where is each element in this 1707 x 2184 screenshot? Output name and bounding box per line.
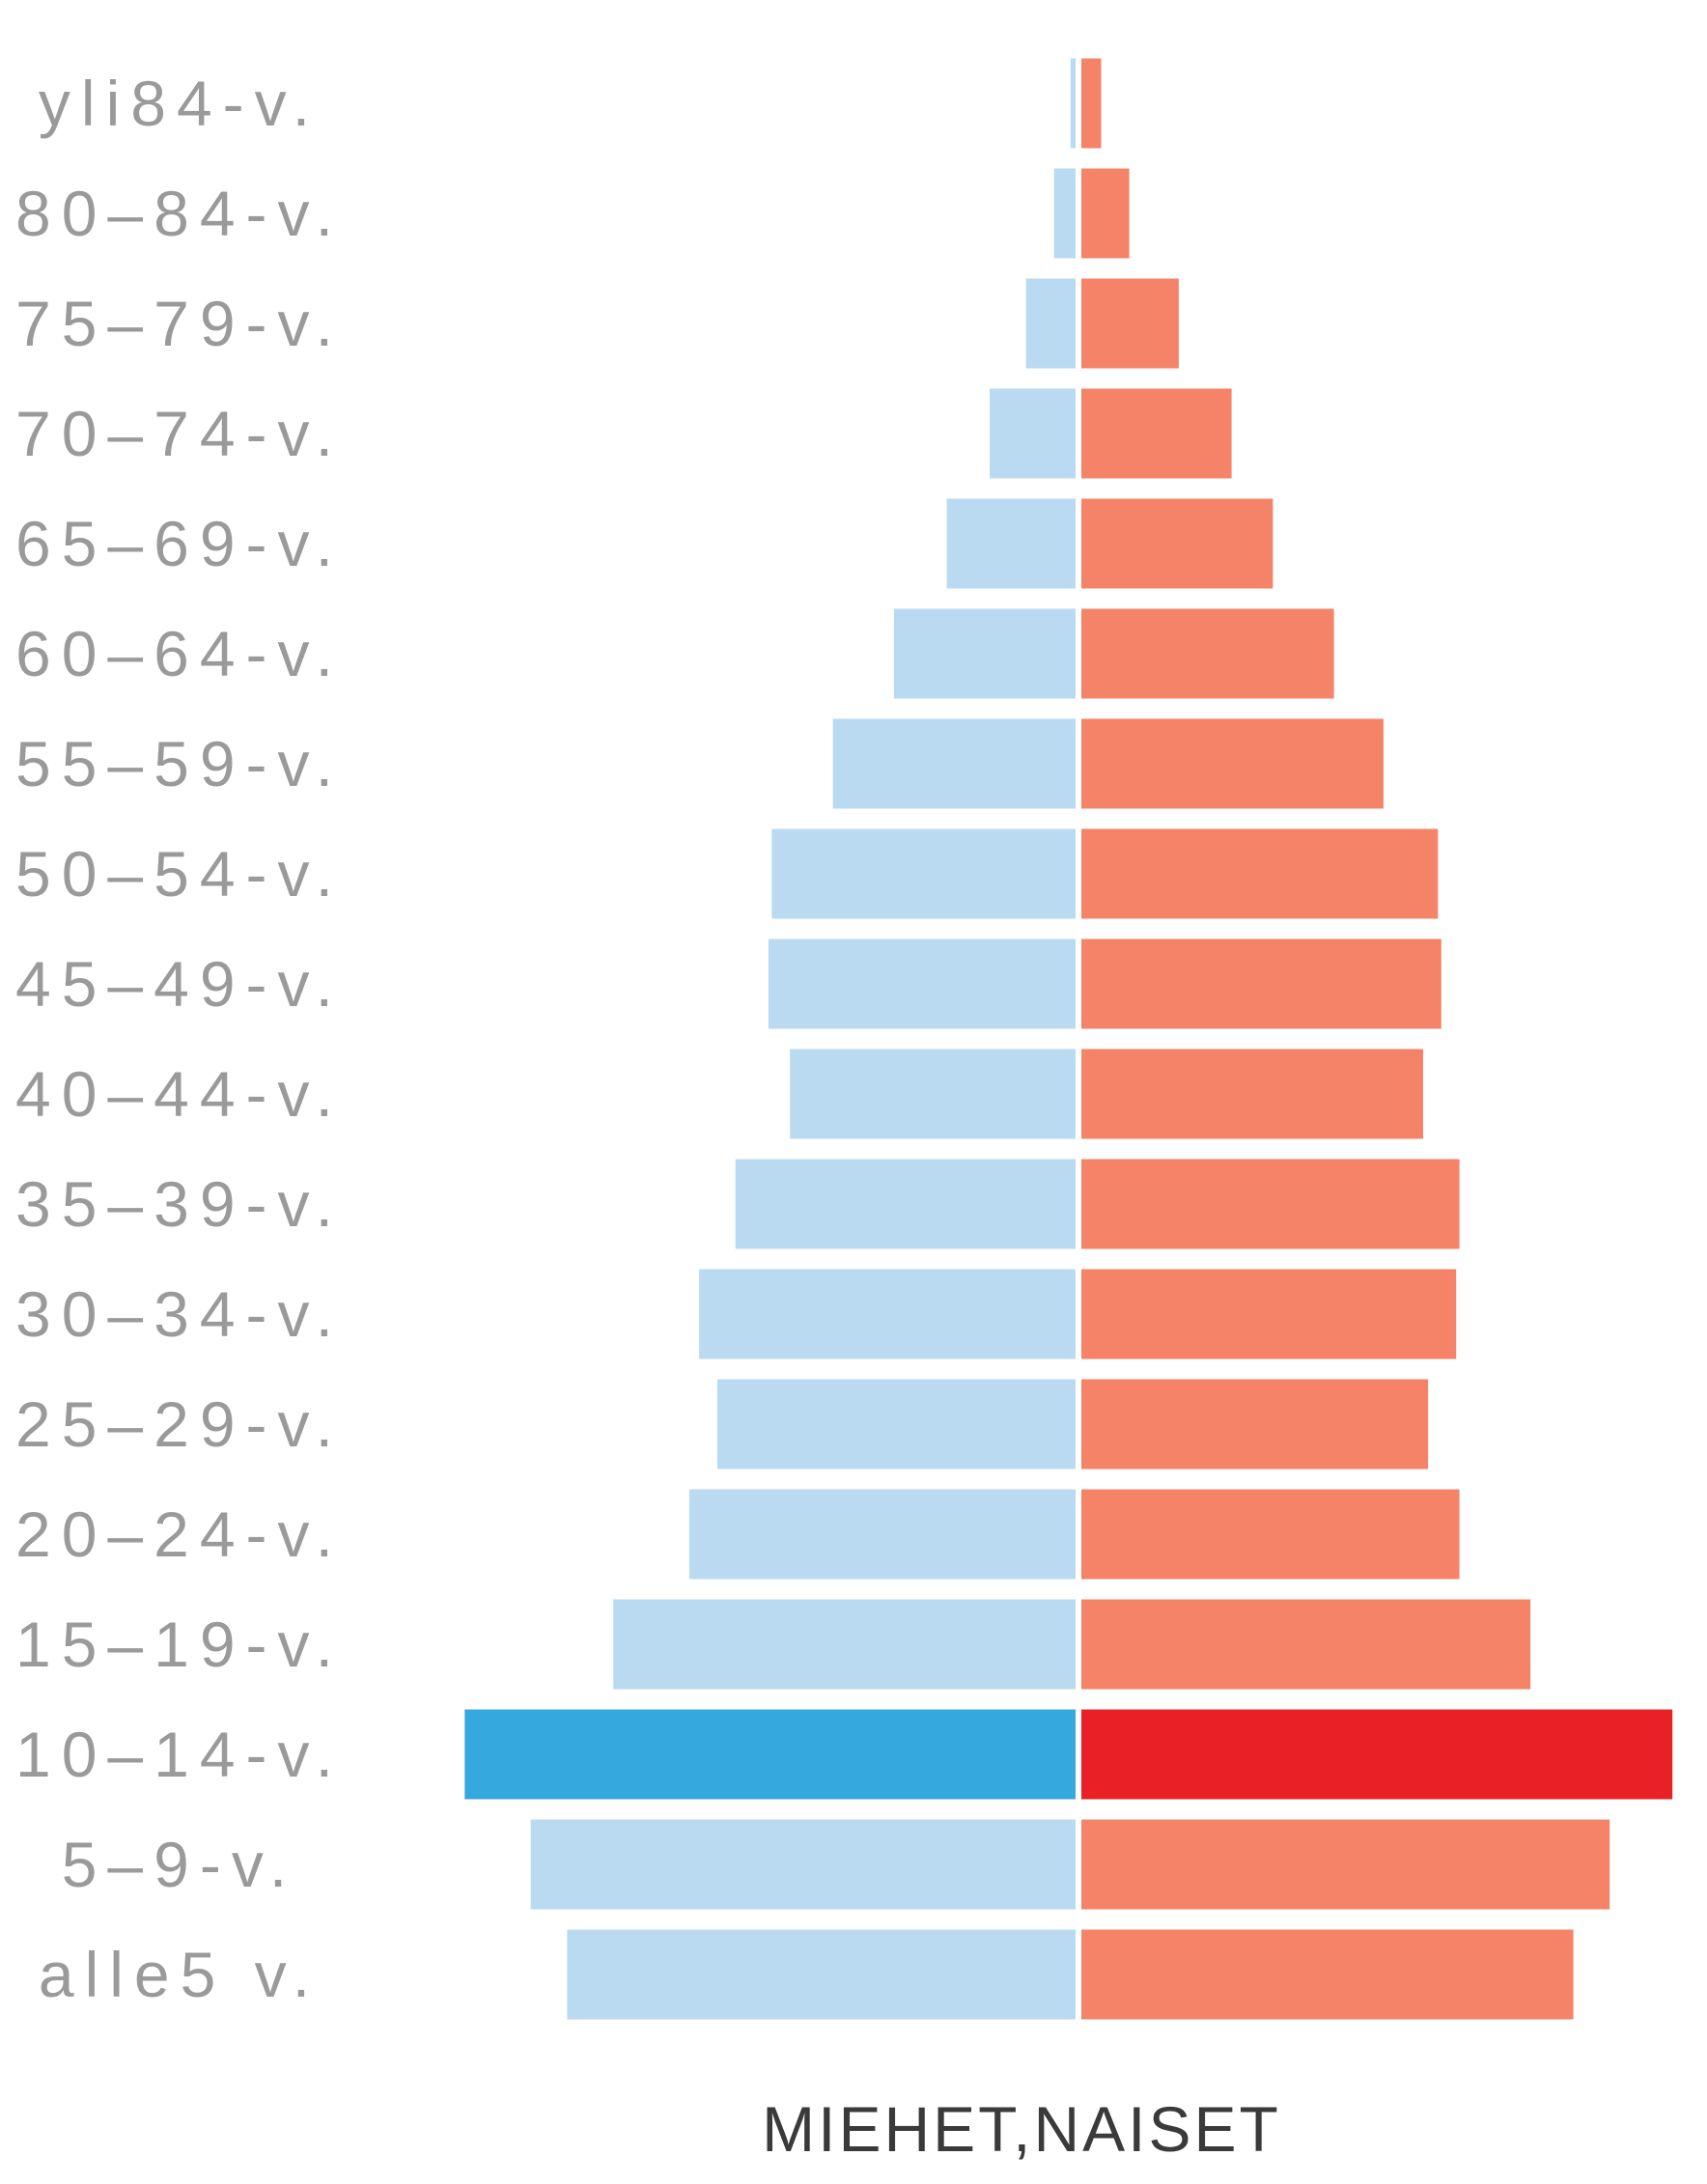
bar-group (464, 58, 1673, 2020)
bar-men-45-49-v (768, 938, 1076, 1029)
bar-men-yli84-v (1070, 58, 1076, 149)
bar-women-75-79-v (1081, 278, 1179, 369)
bar-men-35-39-v (735, 1159, 1076, 1249)
age-label-55-59-v: 55–59-v. (15, 728, 344, 799)
age-label-20-24-v: 20–24-v. (15, 1498, 344, 1570)
bar-women-20-24-v (1081, 1489, 1460, 1580)
bar-men-30-34-v (699, 1269, 1076, 1359)
bar-women-45-49-v (1081, 938, 1441, 1029)
bar-women-60-64-v (1081, 608, 1334, 699)
age-label-70-74-v: 70–74-v. (15, 398, 344, 469)
bar-men-15-19-v (613, 1599, 1076, 1690)
bar-women-10-14-v (1081, 1709, 1673, 1800)
bar-women-70-74-v (1081, 388, 1232, 479)
bar-women-yli84-v (1081, 58, 1102, 149)
age-label-yli84-v: yli84-v. (39, 68, 321, 139)
bar-men-80-84-v (1053, 168, 1076, 259)
x-axis-caption: MIEHET,NAISET (762, 2093, 1281, 2165)
bar-men-20-24-v (688, 1489, 1076, 1580)
bar-men-70-74-v (990, 388, 1076, 479)
age-label-group: yli84-v. 80–84-v. 75–79-v. 70–74-v. 65–69-v.… (15, 68, 344, 2010)
age-label-60-64-v: 60–64-v. (15, 618, 344, 689)
bar-women-80-84-v (1081, 168, 1130, 259)
age-label-35-39-v: 35–39-v. (15, 1168, 344, 1240)
bar-women-alle5-v (1081, 1929, 1574, 2020)
age-label-40-44-v: 40–44-v. (15, 1058, 344, 1130)
age-label-80-84-v: 80–84-v. (15, 178, 344, 249)
age-label-75-79-v: 75–79-v. (15, 288, 344, 359)
age-label-15-19-v: 15–19-v. (15, 1609, 344, 1680)
bar-men-40-44-v (790, 1049, 1076, 1139)
bar-women-40-44-v (1081, 1049, 1423, 1139)
bar-women-55-59-v (1081, 718, 1384, 809)
bar-women-5-9-v (1081, 1819, 1610, 1910)
bar-women-15-19-v (1081, 1599, 1531, 1690)
bar-women-35-39-v (1081, 1159, 1460, 1249)
bar-men-50-54-v (771, 828, 1076, 919)
bar-men-55-59-v (832, 718, 1076, 809)
bar-women-30-34-v (1081, 1269, 1457, 1359)
bar-men-65-69-v (946, 498, 1076, 589)
bar-women-65-69-v (1081, 498, 1273, 589)
bar-men-75-79-v (1025, 278, 1076, 369)
bar-men-60-64-v (893, 608, 1076, 699)
bar-men-10-14-v (464, 1709, 1076, 1800)
age-label-30-34-v: 30–34-v. (15, 1278, 344, 1350)
age-label-alle5-v: alle5 v. (39, 1939, 321, 2010)
age-label-65-69-v: 65–69-v. (15, 508, 344, 579)
age-label-10-14-v: 10–14-v. (15, 1719, 344, 1790)
age-label-25-29-v: 25–29-v. (15, 1388, 344, 1460)
age-label-5-9-v: 5–9-v. (62, 1829, 298, 1900)
bar-men-5-9-v (530, 1819, 1076, 1910)
bar-men-alle5-v (567, 1929, 1076, 2020)
bar-women-50-54-v (1081, 828, 1439, 919)
age-label-45-49-v: 45–49-v. (15, 948, 344, 1020)
bar-men-25-29-v (716, 1379, 1076, 1470)
bar-women-25-29-v (1081, 1379, 1429, 1470)
age-label-50-54-v: 50–54-v. (15, 838, 344, 910)
